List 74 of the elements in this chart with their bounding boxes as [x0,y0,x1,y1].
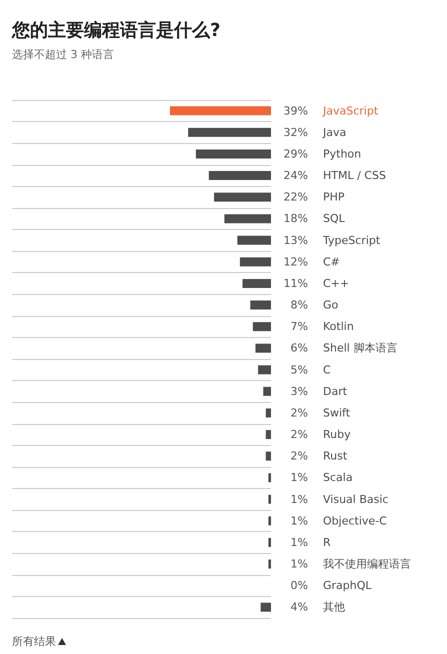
bar [237,236,271,245]
bar [268,538,271,547]
data-label: 18% [284,212,308,226]
y-tick-label: Ruby [323,428,352,442]
y-tick-label: C++ [323,276,350,290]
y-tick-label: 我不使用编程语言 [323,558,411,571]
bar [250,300,271,310]
data-label: 22% [284,190,308,204]
bar [255,344,271,353]
data-label: 0% [290,579,308,592]
y-tick-label: Kotlin [323,320,354,334]
data-label: 8% [290,298,308,312]
y-tick-label: C# [323,255,340,268]
bar [266,430,271,440]
data-label: 32% [284,126,308,139]
y-tick-label: Java [322,126,346,139]
data-label: 3% [290,384,308,398]
data-label: 1% [290,471,308,484]
y-tick-label: Scala [323,471,353,484]
y-tick-label: TypeScript [322,234,381,247]
bar [268,473,271,482]
y-tick-label: R [323,536,331,549]
data-label: 2% [290,406,308,420]
y-tick-label: HTML / CSS [323,169,386,182]
y-tick-label: Shell 脚本语言 [323,342,398,355]
data-label: 2% [290,428,308,442]
bar [240,257,271,266]
bar [208,171,271,180]
data-label: 13% [284,234,308,247]
y-tick-label: Visual Basic [323,492,388,506]
data-label: 39% [284,104,308,118]
bar [258,365,271,374]
data-label: 12% [284,255,308,268]
data-label: 1% [290,536,308,549]
y-tick-label: Swift [323,406,351,420]
y-tick-label: Rust [323,450,348,463]
data-label: 1% [290,514,308,528]
y-tick-label: JavaScript [322,104,379,118]
y-tick-label: GraphQL [323,579,372,592]
data-label: 24% [284,169,308,182]
text: 所有结果 [12,634,56,649]
bar [242,278,271,288]
bar [268,516,271,526]
data-label: 7% [290,320,308,334]
bar [268,494,271,504]
data-label: 5% [290,363,308,376]
y-tick-label: C [323,363,331,376]
data-label: 29% [284,147,308,160]
data-label: 4% [290,600,308,614]
data-label: 2% [290,450,308,463]
bar [196,149,271,158]
y-tick-label: Dart [323,384,348,398]
bar [252,322,271,332]
data-label: 1% [290,558,308,571]
data-label: 1% [290,492,308,506]
bar [260,602,271,612]
y-tick-label: Objective-C [323,514,388,528]
bar [268,560,271,569]
bar [188,128,271,137]
y-tick-label: Python [323,147,362,160]
y-tick-label: 其他 [323,600,345,614]
bar [263,386,271,396]
data-label: 11% [284,276,308,290]
y-tick-label: PHP [323,190,345,204]
bar [224,214,271,224]
y-tick-label: SQL [323,212,346,226]
bar [266,452,271,461]
bar [170,106,271,116]
chart-title: 您的主要编程语言是什么? [12,19,220,42]
data-label: 6% [290,342,308,355]
y-tick-label: Go [323,298,339,312]
bar [266,408,271,418]
chart-subtitle: 选择不超过 3 种语言 [12,47,114,62]
bar [214,192,271,202]
